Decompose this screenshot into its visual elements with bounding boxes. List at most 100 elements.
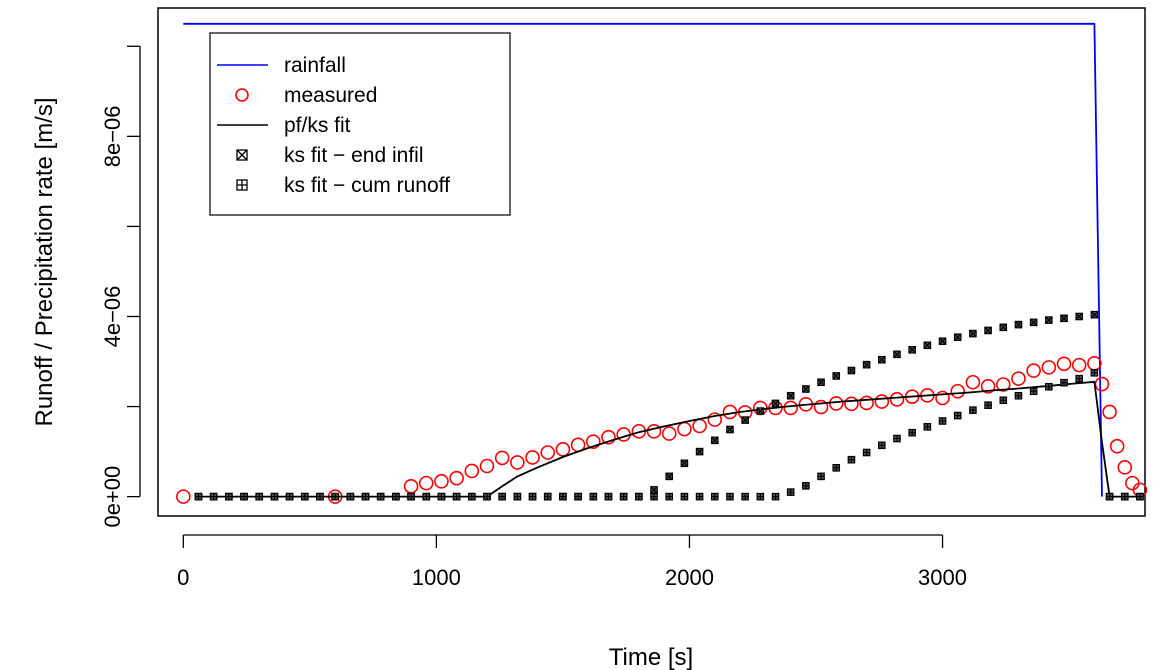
measured-point	[555, 442, 571, 457]
cum-runoff-point	[802, 482, 810, 490]
measured-point	[434, 474, 449, 489]
end-infil-point	[1014, 320, 1023, 329]
measured-point	[844, 396, 859, 412]
y-axis: 0e+00 4e−06 8e−06	[100, 45, 141, 528]
end-infil-point	[756, 407, 765, 415]
cum-runoff-point	[1014, 391, 1023, 400]
end-infil-point	[695, 447, 704, 456]
cum-runoff-point	[437, 492, 446, 501]
measured-point	[935, 390, 950, 406]
measured-point	[540, 445, 556, 460]
cum-runoff-point	[756, 492, 765, 501]
cum-runoff-point	[832, 464, 841, 472]
x-tick-label: 1000	[412, 565, 461, 590]
cum-runoff-point	[513, 492, 522, 501]
end-infil-point	[741, 416, 749, 424]
cum-runoff-point	[255, 492, 264, 501]
measured-point	[1102, 404, 1117, 420]
cum-runoff-point	[452, 492, 461, 501]
measured-point	[464, 463, 480, 479]
cum-runoff-point	[635, 492, 643, 501]
end-infil-point	[771, 399, 780, 408]
cum-runoff-point	[908, 428, 916, 437]
y-tick-label: 8e−06	[100, 105, 125, 167]
end-infil-point	[877, 355, 886, 364]
measured-point	[1094, 376, 1110, 392]
legend-measured-label: measured	[284, 84, 377, 107]
y-tick-label: 4e−06	[100, 286, 125, 348]
cum-runoff-point	[1060, 378, 1068, 387]
end-infil-point	[984, 326, 992, 335]
end-infil-point	[862, 360, 871, 369]
end-infil-point	[832, 372, 841, 380]
measured-point	[525, 450, 540, 465]
series-rainfall-line	[183, 22, 1103, 497]
cum-runoff-point	[619, 492, 628, 501]
measured-point	[176, 489, 191, 504]
end-infil-point	[817, 378, 825, 387]
cum-runoff-point	[422, 492, 431, 501]
measured-point	[889, 392, 905, 407]
measured-point	[403, 478, 419, 494]
end-infil-point	[665, 472, 674, 481]
measured-point	[965, 374, 981, 390]
end-infil-point	[893, 350, 901, 359]
measured-point	[980, 378, 996, 394]
cum-runoff-point	[893, 434, 901, 443]
measured-point	[1087, 356, 1102, 371]
measured-point	[585, 434, 601, 449]
cum-runoff-point	[1029, 387, 1038, 396]
cum-runoff-point	[240, 492, 248, 501]
x-tick-label: 3000	[918, 565, 967, 590]
measured-point	[646, 424, 662, 439]
end-infil-point	[726, 425, 734, 434]
measured-point	[1071, 357, 1087, 373]
legend-measured-swatch	[235, 88, 249, 102]
end-infil-point	[710, 436, 719, 445]
legend-cum-runoff-label: ks fit − cum runoff	[284, 174, 450, 197]
measured-point	[1109, 438, 1125, 454]
cum-runoff-point	[543, 492, 552, 501]
measured-point	[418, 475, 434, 491]
cum-runoff-point	[999, 396, 1008, 405]
cum-runoff-point	[194, 492, 203, 501]
legend-fit-label: pf/ks fit	[284, 114, 351, 137]
measured-point	[1125, 475, 1140, 491]
cum-runoff-point	[392, 492, 400, 501]
legend: rainfall measured pf/ks fit ks fit − end…	[209, 32, 511, 216]
cum-runoff-point	[468, 492, 476, 501]
measured-point	[677, 421, 692, 437]
x-axis-title: Time [s]	[609, 644, 693, 670]
cum-runoff-point	[316, 492, 324, 501]
cum-runoff-point	[695, 492, 704, 501]
cum-runoff-point	[741, 492, 749, 501]
cum-runoff-point	[270, 492, 279, 501]
cum-runoff-point	[953, 411, 962, 420]
end-infil-point	[847, 366, 856, 375]
x-tick-label: 2000	[665, 565, 714, 590]
y-tick-label: 0e+00	[100, 466, 125, 528]
measured-point	[494, 450, 510, 466]
cum-runoff-point	[984, 401, 992, 410]
measured-point	[813, 399, 829, 415]
cum-runoff-point	[528, 492, 537, 501]
cum-runoff-point	[604, 492, 613, 501]
end-infil-point	[1029, 318, 1038, 327]
measured-point	[874, 394, 890, 409]
measured-point	[722, 404, 738, 420]
measured-point	[783, 400, 798, 416]
measured-point	[661, 426, 677, 441]
measured-point	[995, 377, 1011, 392]
cum-runoff-point	[1090, 368, 1099, 377]
legend-box	[209, 32, 511, 216]
cum-runoff-point	[209, 492, 218, 501]
cum-runoff-point	[361, 492, 370, 501]
measured-point	[510, 455, 525, 470]
cum-runoff-point	[1120, 492, 1129, 501]
end-infil-point	[969, 329, 977, 338]
cum-runoff-point	[285, 492, 294, 501]
cum-runoff-point	[1105, 492, 1114, 501]
measured-point	[950, 383, 966, 399]
cum-runoff-point	[559, 492, 567, 501]
measured-point	[1026, 363, 1041, 378]
